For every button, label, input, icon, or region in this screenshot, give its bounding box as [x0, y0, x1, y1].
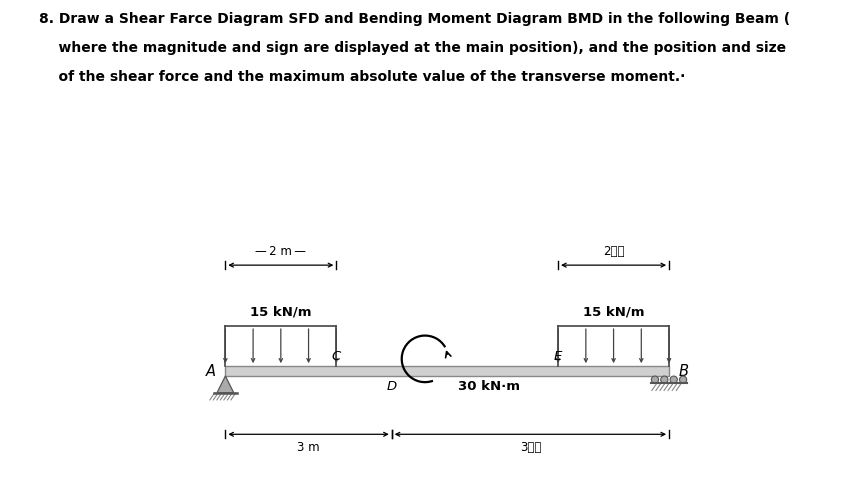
Text: C: C — [332, 350, 341, 363]
Text: 2미터: 2미터 — [603, 245, 624, 258]
Text: — 2 m —: — 2 m — — [255, 245, 306, 258]
Circle shape — [651, 376, 659, 383]
Text: 3 m: 3 m — [298, 441, 320, 454]
Text: B: B — [679, 363, 689, 378]
Circle shape — [670, 376, 678, 383]
Text: E: E — [554, 350, 562, 363]
Polygon shape — [217, 376, 234, 393]
Text: of the shear force and the maximum absolute value of the transverse moment.·: of the shear force and the maximum absol… — [39, 70, 685, 84]
Text: where the magnitude and sign are displayed at the main position), and the positi: where the magnitude and sign are display… — [39, 41, 786, 55]
Circle shape — [679, 376, 686, 383]
Text: A: A — [206, 363, 215, 378]
Text: D: D — [387, 380, 396, 393]
Circle shape — [660, 376, 668, 383]
Text: 3미터: 3미터 — [519, 441, 541, 454]
Text: 15 kN/m: 15 kN/m — [583, 306, 644, 319]
Text: 15 kN/m: 15 kN/m — [250, 306, 311, 319]
Bar — [225, 366, 669, 376]
Text: 30 kN·m: 30 kN·m — [458, 380, 520, 393]
Text: 8. Draw a Shear Farce Diagram SFD and Bending Moment Diagram BMD in the followin: 8. Draw a Shear Farce Diagram SFD and Be… — [39, 12, 789, 26]
